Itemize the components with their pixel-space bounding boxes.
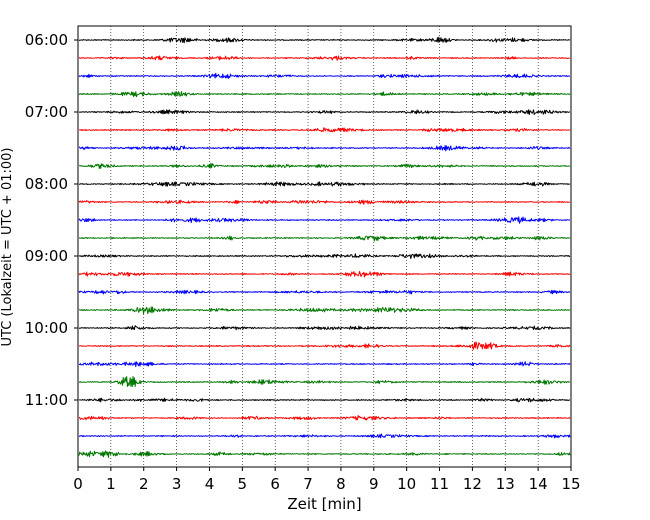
trace-line (78, 127, 571, 133)
x-tick-label: 4 (205, 475, 215, 493)
trace-line (78, 144, 571, 152)
x-axis-label: Zeit [min] (287, 495, 361, 513)
x-tick-label: 13 (496, 475, 515, 493)
trace-line (78, 397, 571, 403)
x-tick-label: 10 (397, 475, 416, 493)
trace-line (78, 181, 571, 187)
trace-line (78, 162, 571, 169)
x-tick-label: 12 (463, 475, 482, 493)
trace-line (78, 415, 571, 421)
x-tick-label: 2 (139, 475, 149, 493)
trace-line (78, 306, 571, 315)
trace-line (78, 341, 571, 350)
x-axis: 0 1 2 3 4 5 6 7 8 9 10 11 12 13 14 15 (73, 467, 581, 493)
trace-line (78, 235, 571, 242)
trace-line (78, 216, 571, 224)
y-tick-label: 06:00 (25, 31, 68, 49)
y-axis-label: UTC (Lokalzeit = UTC + 01:00) (0, 148, 15, 347)
x-tick-label: 15 (561, 475, 580, 493)
plot-frame (77, 25, 572, 468)
trace-line (78, 433, 571, 439)
trace-line (78, 199, 571, 205)
trace-line (78, 109, 571, 116)
trace-group (78, 36, 571, 458)
x-tick-label: 9 (369, 475, 379, 493)
trace-line (78, 72, 571, 79)
y-tick-label: 11:00 (25, 391, 68, 409)
trace-line (78, 289, 571, 295)
trace-line (78, 36, 571, 44)
x-tick-label: 1 (106, 475, 116, 493)
trace-line (78, 253, 571, 260)
trace-line (78, 91, 571, 98)
x-tick-label: 8 (336, 475, 346, 493)
x-tick-label: 0 (73, 475, 83, 493)
x-tick-label: 6 (270, 475, 280, 493)
trace-line (78, 55, 571, 61)
y-tick-label: 07:00 (25, 103, 68, 121)
trace-line (78, 361, 571, 368)
x-tick-label: 14 (529, 475, 548, 493)
trace-line (78, 375, 571, 388)
x-tick-label: 5 (238, 475, 248, 493)
x-tick-label: 3 (172, 475, 182, 493)
trace-line (78, 270, 571, 278)
trace-line (78, 325, 571, 331)
y-axis: 06:00 07:00 08:00 09:00 10:00 11:00 (25, 31, 78, 409)
trace-line (78, 450, 571, 458)
y-tick-label: 08:00 (25, 175, 68, 193)
x-tick-label: 11 (430, 475, 449, 493)
x-tick-label: 7 (303, 475, 313, 493)
y-tick-label: 10:00 (25, 319, 68, 337)
y-tick-label: 09:00 (25, 247, 68, 265)
